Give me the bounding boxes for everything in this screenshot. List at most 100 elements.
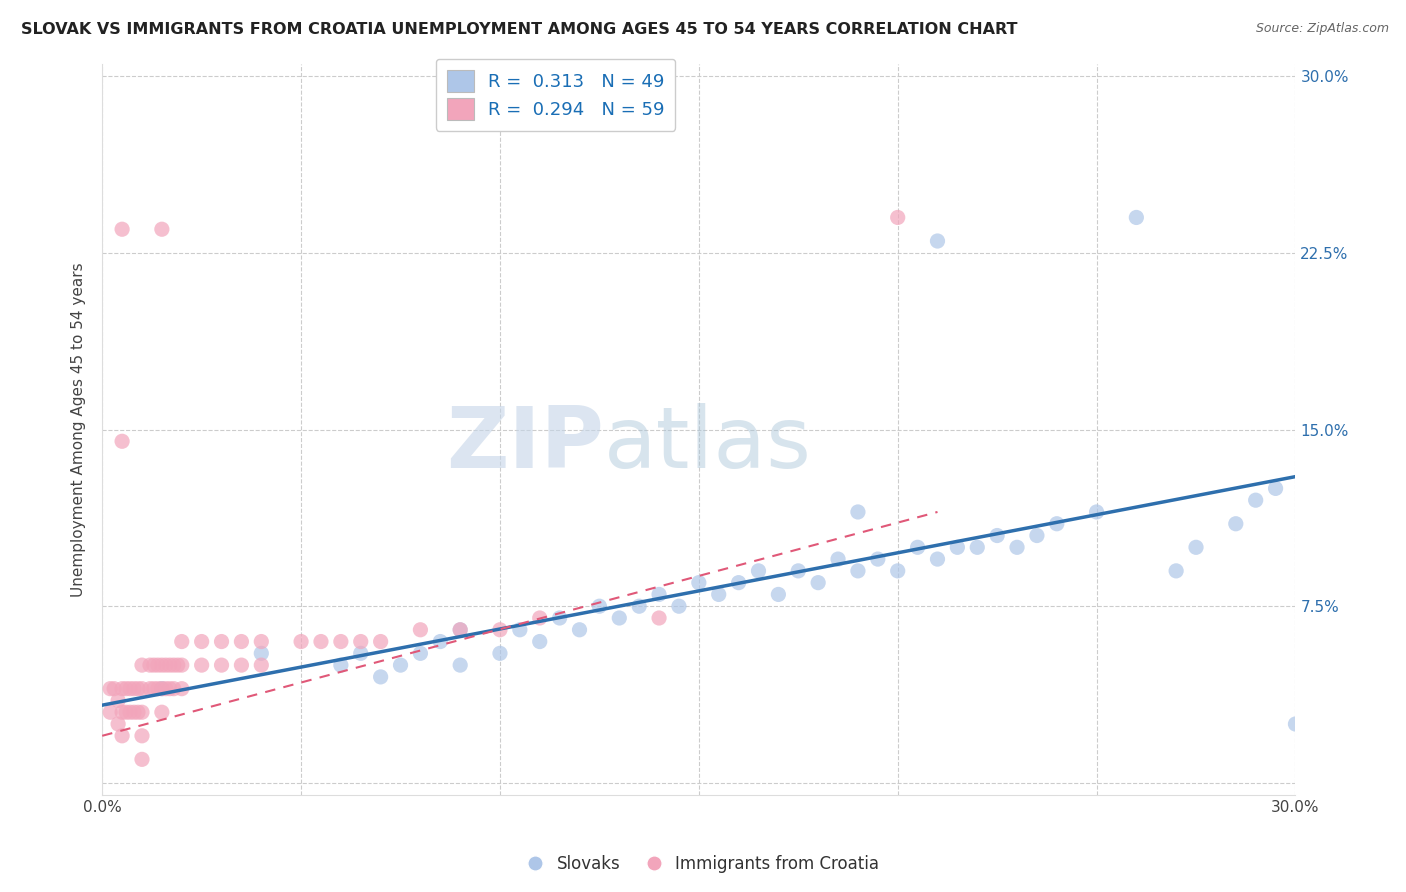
Point [159,658,181,673]
Point [529,634,551,648]
Point [111,434,134,449]
Point [98,681,121,696]
Point [190,658,212,673]
Point [250,658,273,673]
Point [370,670,392,684]
Point [150,681,173,696]
Point [727,575,749,590]
Text: atlas: atlas [603,402,811,485]
Point [548,611,571,625]
Point [118,705,141,719]
Point [107,717,129,731]
Point [628,599,651,614]
Point [370,634,392,648]
Point [509,623,531,637]
Point [111,729,134,743]
Point [449,658,471,673]
Point [170,634,193,648]
Point [155,658,177,673]
Point [131,729,153,743]
Point [329,658,352,673]
Text: Source: ZipAtlas.com: Source: ZipAtlas.com [1256,22,1389,36]
Legend: Slovaks, Immigrants from Croatia: Slovaks, Immigrants from Croatia [520,848,886,880]
Point [250,646,273,660]
Point [155,681,177,696]
Text: SLOVAK VS IMMIGRANTS FROM CROATIA UNEMPLOYMENT AMONG AGES 45 TO 54 YEARS CORRELA: SLOVAK VS IMMIGRANTS FROM CROATIA UNEMPL… [21,22,1018,37]
Point [1025,528,1047,542]
Point [389,658,412,673]
Point [150,658,173,673]
Point [886,211,908,225]
Point [163,681,186,696]
Point [1264,482,1286,496]
Point [966,541,988,555]
Point [170,658,193,673]
Point [489,646,512,660]
Point [131,705,153,719]
Point [747,564,769,578]
Point [946,541,969,555]
Point [131,681,153,696]
Point [846,505,869,519]
Text: ZIP: ZIP [446,402,603,485]
Point [807,575,830,590]
Point [449,623,471,637]
Point [350,634,373,648]
Point [688,575,710,590]
Point [787,564,810,578]
Point [170,681,193,696]
Point [707,587,730,601]
Point [142,681,165,696]
Point [250,634,273,648]
Point [668,599,690,614]
Point [111,705,134,719]
Point [150,222,173,236]
Point [211,634,233,648]
Point [886,564,908,578]
Point [866,552,889,566]
Point [588,599,610,614]
Point [927,234,949,248]
Point [211,658,233,673]
Point [98,705,121,719]
Point [142,658,165,673]
Point [607,611,630,625]
Point [529,611,551,625]
Point [648,587,671,601]
Point [350,646,373,660]
Point [409,623,432,637]
Point [1284,717,1306,731]
Point [1166,564,1188,578]
Point [159,681,181,696]
Point [190,634,212,648]
Legend: R =  0.313   N = 49, R =  0.294   N = 59: R = 0.313 N = 49, R = 0.294 N = 59 [436,59,675,131]
Point [648,611,671,625]
Point [329,634,352,648]
Point [290,634,312,648]
Point [309,634,332,648]
Point [163,658,186,673]
Point [131,658,153,673]
Point [115,681,138,696]
Point [103,681,125,696]
Point [907,541,929,555]
Point [449,623,471,637]
Point [1225,516,1247,531]
Point [568,623,591,637]
Point [986,528,1008,542]
Point [429,634,451,648]
Point [146,681,169,696]
Point [827,552,849,566]
Point [146,658,169,673]
Point [131,752,153,766]
Point [1046,516,1069,531]
Point [139,658,162,673]
Point [150,681,173,696]
Point [231,634,253,648]
Point [927,552,949,566]
Point [139,681,162,696]
Point [127,705,149,719]
Point [1005,541,1028,555]
Point [1085,505,1108,519]
Point [122,705,145,719]
